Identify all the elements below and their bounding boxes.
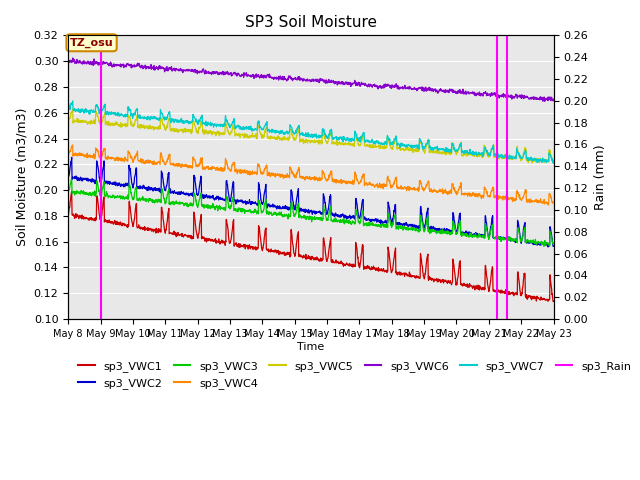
sp3_VWC1 xyxy=(64,210,72,216)
sp3_VWC2 xyxy=(64,174,72,180)
sp3_VWC5 xyxy=(341,141,349,146)
Text: TZ_osu: TZ_osu xyxy=(70,37,113,48)
sp3_VWC6 xyxy=(550,96,557,102)
Line: sp3_VWC2: sp3_VWC2 xyxy=(68,157,554,247)
sp3_VWC6 xyxy=(289,77,297,83)
sp3_VWC6 xyxy=(341,82,349,87)
sp3_VWC2 xyxy=(68,155,76,160)
sp3_VWC5 xyxy=(528,160,536,166)
sp3_VWC4 xyxy=(64,150,72,156)
Line: sp3_VWC1: sp3_VWC1 xyxy=(68,191,554,301)
sp3_VWC7 xyxy=(280,130,288,135)
sp3_VWC4 xyxy=(341,180,349,185)
sp3_VWC3 xyxy=(289,210,297,216)
sp3_VWC3 xyxy=(122,195,130,201)
Line: sp3_VWC5: sp3_VWC5 xyxy=(68,109,554,163)
sp3_VWC3 xyxy=(550,242,557,248)
sp3_VWC5 xyxy=(271,134,278,140)
sp3_VWC3 xyxy=(540,243,548,249)
sp3_VWC3 xyxy=(102,193,110,199)
sp3_VWC4 xyxy=(122,156,130,162)
sp3_VWC1 xyxy=(271,248,278,254)
sp3_VWC6 xyxy=(64,59,72,64)
sp3_VWC7 xyxy=(122,114,130,120)
sp3_VWC4 xyxy=(545,202,552,208)
sp3_VWC7 xyxy=(64,105,72,110)
sp3_VWC5 xyxy=(64,116,72,121)
sp3_VWC3 xyxy=(64,187,72,192)
sp3_VWC6 xyxy=(271,75,278,81)
Y-axis label: Soil Moisture (m3/m3): Soil Moisture (m3/m3) xyxy=(15,108,28,246)
sp3_VWC5 xyxy=(102,119,110,125)
sp3_VWC1 xyxy=(549,299,557,304)
sp3_VWC7 xyxy=(289,129,297,134)
sp3_VWC4 xyxy=(102,156,110,162)
sp3_VWC7 xyxy=(341,136,349,142)
sp3_VWC6 xyxy=(69,55,77,61)
Title: SP3 Soil Moisture: SP3 Soil Moisture xyxy=(245,15,377,30)
sp3_VWC1 xyxy=(68,188,76,194)
sp3_VWC4 xyxy=(280,173,288,179)
sp3_VWC1 xyxy=(122,222,130,228)
sp3_VWC4 xyxy=(68,142,76,148)
sp3_VWC6 xyxy=(539,98,547,104)
Line: sp3_VWC4: sp3_VWC4 xyxy=(68,145,554,205)
sp3_VWC2 xyxy=(341,215,349,221)
Y-axis label: Rain (mm): Rain (mm) xyxy=(594,144,607,210)
sp3_VWC4 xyxy=(550,200,557,205)
sp3_VWC2 xyxy=(122,180,130,186)
sp3_VWC2 xyxy=(102,178,110,184)
sp3_VWC6 xyxy=(102,60,110,65)
X-axis label: Time: Time xyxy=(297,342,324,351)
sp3_VWC7 xyxy=(271,128,278,134)
sp3_VWC7 xyxy=(549,160,557,166)
sp3_VWC5 xyxy=(122,124,130,130)
sp3_VWC5 xyxy=(550,158,557,164)
sp3_VWC3 xyxy=(341,218,349,224)
sp3_VWC4 xyxy=(289,171,297,177)
sp3_VWC1 xyxy=(102,218,110,224)
sp3_VWC5 xyxy=(280,133,288,139)
sp3_VWC4 xyxy=(271,172,278,178)
sp3_VWC3 xyxy=(271,209,278,215)
sp3_VWC7 xyxy=(550,158,557,164)
sp3_VWC7 xyxy=(69,98,77,104)
sp3_VWC2 xyxy=(280,205,288,211)
Legend: sp3_VWC1, sp3_VWC2, sp3_VWC3, sp3_VWC4, sp3_VWC5, sp3_VWC6, sp3_VWC7, sp3_Rain: sp3_VWC1, sp3_VWC2, sp3_VWC3, sp3_VWC4, … xyxy=(74,357,636,393)
sp3_VWC5 xyxy=(69,107,77,112)
sp3_VWC1 xyxy=(341,262,349,268)
Line: sp3_VWC7: sp3_VWC7 xyxy=(68,101,554,163)
sp3_VWC6 xyxy=(122,63,130,69)
sp3_VWC1 xyxy=(550,298,557,304)
sp3_VWC2 xyxy=(271,202,278,208)
sp3_VWC2 xyxy=(544,244,552,250)
sp3_VWC1 xyxy=(280,252,288,258)
sp3_VWC1 xyxy=(289,243,297,249)
sp3_VWC3 xyxy=(68,177,76,182)
sp3_VWC6 xyxy=(280,73,288,79)
sp3_VWC3 xyxy=(280,214,288,219)
sp3_VWC7 xyxy=(102,110,110,116)
sp3_VWC5 xyxy=(289,136,297,142)
sp3_VWC2 xyxy=(289,199,297,204)
Line: sp3_VWC6: sp3_VWC6 xyxy=(68,58,554,101)
Line: sp3_VWC3: sp3_VWC3 xyxy=(68,180,554,246)
sp3_VWC2 xyxy=(550,243,557,249)
